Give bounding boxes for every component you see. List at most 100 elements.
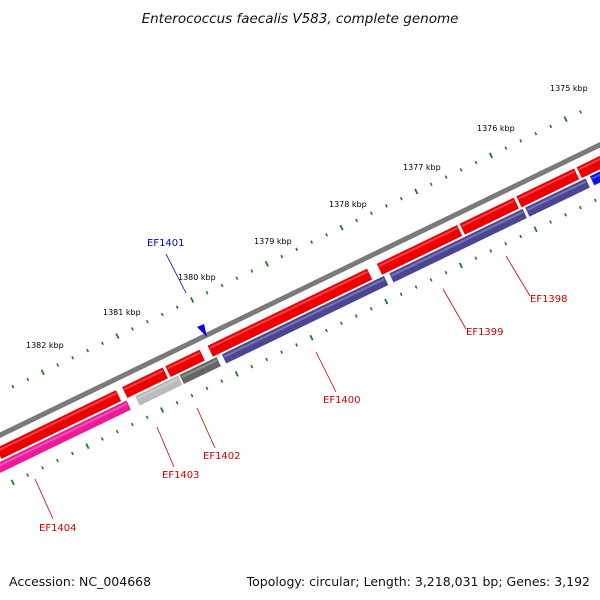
ruler-tick [280,254,284,259]
ruler-tick [399,196,403,201]
ruler-tick [280,350,284,354]
map-title: Enterococcus faecalis V583, complete gen… [142,11,459,27]
gene-ef1403-forward [121,367,169,399]
ruler-label-1378: 1378 kbp [329,200,367,209]
ruler-tick [414,285,418,289]
ruler-tick [549,124,553,129]
ruler-tick [175,400,179,405]
ruler-tick [384,298,389,305]
ruler-tick [86,348,89,353]
gene-ef1397-forward-shine [578,158,600,171]
ruler-tick [26,473,30,477]
ruler-tick [310,240,314,244]
gene-features [0,155,600,474]
ruler-tick [250,364,254,369]
gene-label-leaders [34,253,531,520]
ruler-tick [205,290,209,295]
ruler-tick [40,369,45,376]
leader-ef1400 [315,351,337,393]
ruler-tick [339,321,343,326]
gene-ef1400-forward-shine [209,270,368,349]
ruler-tick [474,256,478,260]
gene-ef1399-forward-shine [378,227,458,267]
ruler-tick [130,327,134,331]
ruler-tick [593,198,597,203]
ruler-tick [370,211,373,215]
ruler-tick [175,305,179,309]
ruler-tick [444,175,448,179]
ruler-tick [369,306,373,311]
ruler-label-1380: 1380 kbp [178,273,216,282]
gene-ef1398-reverse [524,178,591,217]
gene-label-ef1400: EF1400 [323,395,361,406]
ruler-tick [355,218,358,223]
gene-ef1398-forward [516,168,580,208]
ruler-label-1381: 1381 kbp [103,308,141,317]
ruler-tick [250,269,254,273]
gene-labels: EF1398 EF1399 EF1400 EF1401 EF1402 EF140… [39,238,568,534]
accession-text: Accession: NC_004668 [9,574,151,589]
leader-ef1402 [196,407,216,449]
ruler-tick [429,278,433,282]
ruler-tick [101,341,104,346]
gene-ef1397-reverse [589,171,600,186]
ruler-tick [71,356,75,360]
ruler-tick [444,270,448,275]
leader-ef1399 [442,288,467,330]
gene-ef1399b-forward [459,197,520,235]
ruler-label-1382: 1382 kbp [26,341,64,350]
gene-ef1399-forward [376,224,463,276]
ruler-tick [41,466,45,470]
ruler-label-1376: 1376 kbp [477,124,515,133]
ruler-tick [533,226,538,233]
gene-ef1403-forward-shine [123,369,164,391]
ruler-tick [205,386,209,391]
ruler-tick [71,451,74,456]
gene-ef1398-reverse-shine [526,180,587,211]
ruler-tick [100,437,104,441]
ruler-tick [564,212,567,217]
ruler-tick [549,220,552,224]
gene-ef1399-reverse [388,208,528,283]
ruler-tick [429,182,433,187]
ruler-tick [265,357,269,362]
ruler-tick [220,283,224,288]
ruler-tick [458,262,463,269]
ruler-tick [295,247,299,252]
ruler-tick [160,407,165,413]
ruler-tick [384,204,388,208]
ruler-tick [399,292,403,297]
gene-ef1402-reverse-shine [181,359,218,379]
ruler-tick [11,384,15,389]
ruler-tick [115,333,120,340]
ruler-tick [519,234,523,239]
genome-backbone [0,142,600,438]
leader-ef1403 [156,426,175,468]
ruler-tick [579,110,583,114]
ruler-label-1375: 1375 kbp [550,84,588,93]
gene-label-ef1404: EF1404 [39,523,77,534]
gene-ef1398-forward-shine [518,170,575,200]
gene-ef1401-marker [197,324,207,337]
ruler-tick [160,312,164,317]
ruler-tick [115,429,119,434]
gene-ef1400-reverse-shine [223,278,385,358]
ruler-tick [56,363,60,367]
ruler-tick [459,168,463,172]
gene-ef1402-forward [165,349,206,378]
ruler-tick [579,205,582,210]
leader-ef1404 [34,478,54,520]
ruler-tick [145,319,149,324]
gene-ef1399-reverse-shine [391,211,524,277]
gene-ef1403-reverse [135,375,183,406]
ruler-tick [85,443,90,450]
genome-summary-text: Topology: circular; Length: 3,218,031 bp… [246,574,590,589]
gene-label-ef1403: EF1403 [162,470,200,481]
ruler-labels: 1375 kbp 1376 kbp 1377 kbp 1378 kbp 1379… [26,84,588,350]
ruler-label-1377: 1377 kbp [403,163,441,172]
ruler-tick [190,393,194,398]
ruler-tick [414,188,419,195]
gene-ef1397-forward [576,155,600,179]
ruler-tick [130,422,134,427]
